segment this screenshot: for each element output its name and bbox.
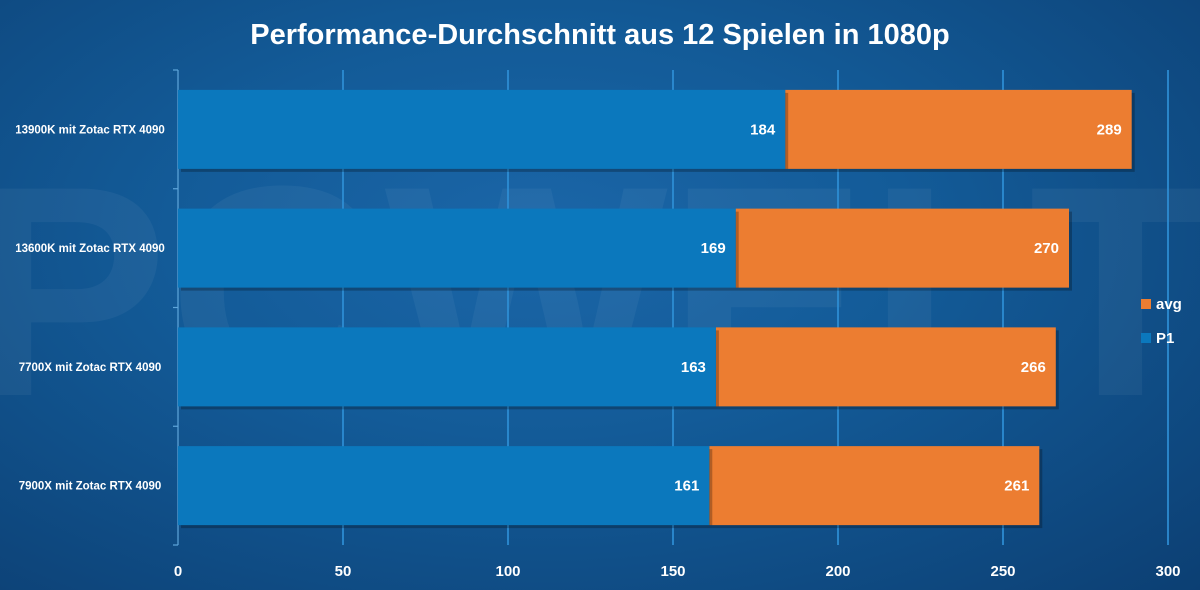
legend-label-p1: P1 xyxy=(1156,330,1174,347)
data-label-avg: 266 xyxy=(1021,359,1046,376)
chart-title: Performance-Durchschnitt aus 12 Spielen … xyxy=(250,19,949,51)
category-label: 13600K mit Zotac RTX 4090 xyxy=(15,243,165,255)
data-label-p1: 184 xyxy=(750,121,776,138)
x-tick-label: 100 xyxy=(495,563,520,580)
bar-p1 xyxy=(178,208,736,288)
category-label: 13900K mit Zotac RTX 4090 xyxy=(15,124,165,136)
data-label-avg: 270 xyxy=(1034,240,1059,257)
x-tick-label: 0 xyxy=(174,563,182,580)
data-label-p1: 161 xyxy=(674,478,699,495)
category-label: 7900X mit Zotac RTX 4090 xyxy=(19,481,162,493)
legend-label-avg: avg xyxy=(1156,296,1182,313)
x-tick-label: 300 xyxy=(1155,563,1180,580)
bar-avg xyxy=(709,446,1040,526)
bar-p1 xyxy=(178,89,786,169)
x-tick-label: 50 xyxy=(335,563,352,580)
category-label: 7700X mit Zotac RTX 4090 xyxy=(19,362,162,374)
bar-avg xyxy=(785,89,1132,169)
bar-p1 xyxy=(178,327,716,407)
data-label-p1: 163 xyxy=(681,359,706,376)
bar-avg xyxy=(715,327,1056,407)
bar-p1 xyxy=(178,446,710,526)
legend-swatch-p1 xyxy=(1141,333,1151,343)
legend-swatch-avg xyxy=(1141,299,1151,309)
x-tick-label: 250 xyxy=(990,563,1015,580)
data-label-avg: 289 xyxy=(1097,121,1122,138)
x-tick-label: 200 xyxy=(825,563,850,580)
data-label-p1: 169 xyxy=(701,240,726,257)
x-tick-label: 150 xyxy=(660,563,685,580)
data-label-avg: 261 xyxy=(1004,478,1029,495)
bar-avg xyxy=(735,208,1069,288)
